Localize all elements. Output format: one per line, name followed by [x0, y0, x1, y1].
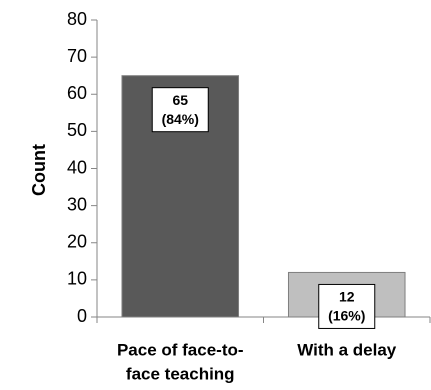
x-axis — [96, 316, 431, 323]
data-label: (84%) — [162, 111, 199, 127]
data-label-box — [151, 87, 209, 133]
y-tick-label: 80 — [67, 9, 87, 29]
y-axis-title: Count — [29, 144, 49, 196]
data-label: 12 — [339, 289, 355, 305]
y-tick-label: 30 — [67, 194, 87, 214]
x-tick-label: face teaching — [126, 364, 235, 383]
y-tick-label: 10 — [67, 269, 87, 289]
x-tick-label: With a delay — [297, 340, 397, 359]
y-tick-label: 50 — [67, 120, 87, 140]
data-label: 65 — [172, 92, 188, 108]
data-label-box — [318, 283, 376, 329]
y-tick-label: 60 — [67, 83, 87, 103]
y-axis: 0 10 20 30 40 50 60 70 80 — [67, 9, 98, 326]
y-tick-label: 0 — [77, 306, 87, 326]
bars: 65 (84%) 12 (16%) — [121, 75, 406, 329]
y-tick-label: 20 — [67, 232, 87, 252]
y-tick-label: 40 — [67, 157, 87, 177]
y-tick-label: 70 — [67, 46, 87, 66]
x-tick-labels: Pace of face-to-face teaching With a dela… — [117, 340, 397, 383]
x-tick-label: Pace of face-to- — [117, 340, 244, 359]
data-label: (16%) — [328, 308, 365, 324]
